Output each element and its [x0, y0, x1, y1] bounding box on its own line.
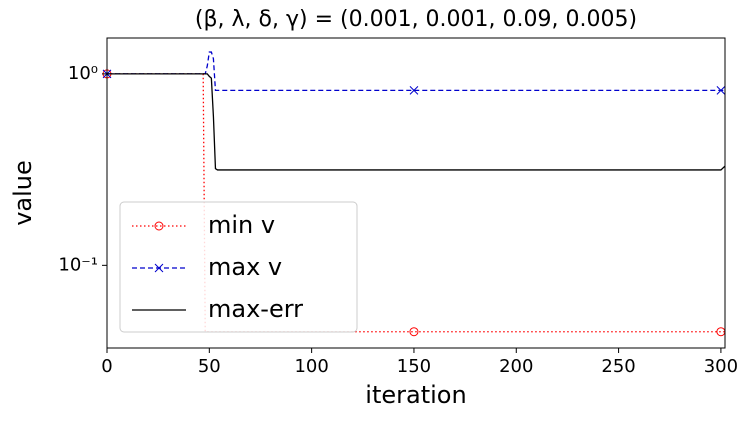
- x-tick-label: 200: [499, 356, 533, 377]
- x-tick-label: 250: [601, 356, 635, 377]
- series-line: [107, 73, 725, 171]
- legend-marker: [154, 221, 164, 231]
- plot-frame: [106, 37, 726, 349]
- chart-title: (β, λ, δ, γ) = (0.001, 0.001, 0.09, 0.00…: [195, 7, 637, 32]
- x-tick-label: 150: [397, 356, 431, 377]
- legend-label: max v: [208, 253, 282, 281]
- series-line: [107, 51, 725, 92]
- x-tick-label: 300: [704, 356, 738, 377]
- y-tick-label: 10⁻¹: [58, 254, 98, 275]
- legend-marker: [154, 263, 164, 273]
- legend-box: [119, 201, 358, 333]
- y-tick-label: 10⁰: [68, 63, 98, 84]
- x-tick-label: 50: [198, 356, 221, 377]
- x-tick-label: 100: [294, 356, 328, 377]
- x-axis-label: iteration: [365, 381, 466, 409]
- marker: [409, 327, 419, 337]
- legend-label: min v: [208, 211, 275, 239]
- y-axis-label: value: [9, 160, 37, 226]
- x-tick-label: 0: [101, 356, 112, 377]
- marker: [716, 86, 726, 95]
- legend-label: max-err: [208, 295, 303, 323]
- marker: [409, 86, 419, 95]
